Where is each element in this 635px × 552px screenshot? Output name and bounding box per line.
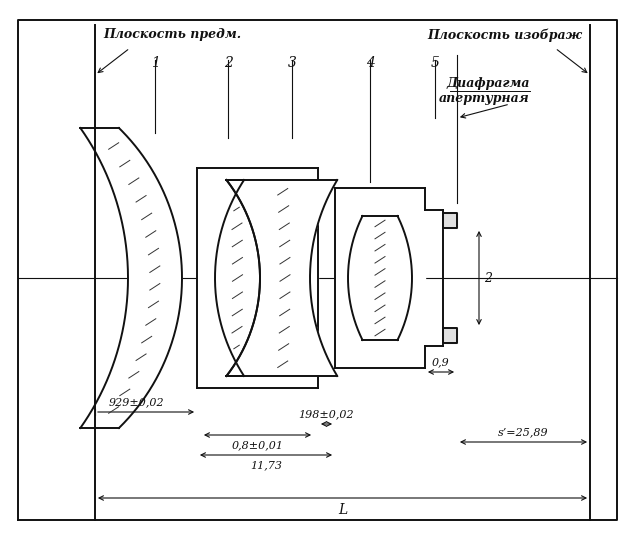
Text: 2: 2: [224, 56, 232, 70]
Text: 0,8±0,01: 0,8±0,01: [232, 440, 283, 450]
Polygon shape: [197, 168, 318, 388]
Polygon shape: [335, 188, 425, 368]
Text: 0,9: 0,9: [432, 357, 450, 367]
Polygon shape: [227, 180, 337, 376]
Text: 929±0,02: 929±0,02: [108, 397, 164, 407]
Polygon shape: [443, 213, 457, 228]
Text: 4: 4: [366, 56, 375, 70]
Text: апертурная: апертурная: [439, 92, 530, 105]
Text: Диафрагма: Диафрагма: [446, 77, 530, 90]
Text: 5: 5: [431, 56, 439, 70]
Text: 2: 2: [484, 272, 492, 284]
Polygon shape: [81, 128, 182, 428]
Text: Плоскость изображ: Плоскость изображ: [427, 28, 582, 41]
Text: s’=25,89: s’=25,89: [498, 427, 549, 437]
Polygon shape: [443, 328, 457, 343]
Polygon shape: [215, 180, 260, 376]
Text: 198±0,02: 198±0,02: [298, 409, 354, 419]
Text: 11,73: 11,73: [250, 460, 282, 470]
Text: 3: 3: [288, 56, 297, 70]
Text: L: L: [338, 503, 347, 517]
Text: 1: 1: [150, 56, 159, 70]
Polygon shape: [348, 216, 412, 340]
Text: Плоскость предм.: Плоскость предм.: [103, 28, 241, 41]
